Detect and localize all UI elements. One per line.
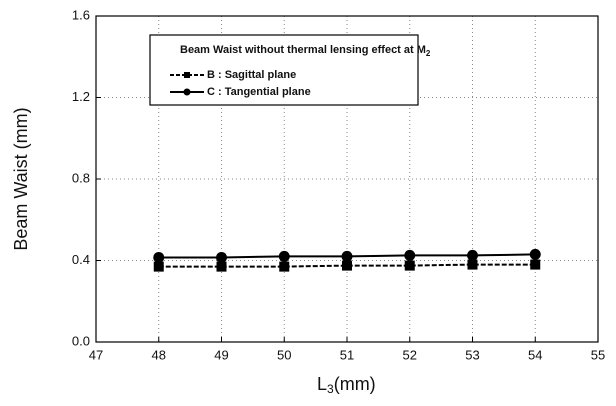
- legend-marker: [183, 88, 191, 96]
- marker: [529, 248, 541, 260]
- x-tick-label: 53: [465, 347, 479, 362]
- marker: [467, 249, 478, 261]
- y-tick-label: 0.0: [72, 333, 90, 348]
- x-tick-label: 55: [591, 347, 605, 362]
- x-axis-label-unit: (mm): [334, 374, 376, 394]
- legend-box: [149, 34, 419, 106]
- marker: [467, 259, 478, 270]
- x-tick-label: 54: [528, 347, 542, 362]
- marker: [404, 249, 416, 261]
- legend-label: B : Sagittal plane: [207, 69, 296, 81]
- marker: [216, 261, 227, 272]
- marker: [279, 261, 290, 272]
- x-tick-label: 51: [340, 347, 354, 362]
- x-tick-label: 49: [214, 347, 228, 362]
- y-tick-label: 0.8: [72, 170, 90, 185]
- y-axis-label: Beam Waist (mm): [11, 107, 31, 250]
- y-tick-label: 0.4: [72, 252, 90, 267]
- x-axis-label-sub: 3: [327, 382, 334, 396]
- legend-label: C : Tangential plane: [207, 86, 311, 98]
- legend-title-main: Beam Waist without thermal lensing effec…: [180, 44, 426, 56]
- marker: [404, 260, 415, 271]
- x-tick-label: 48: [152, 347, 166, 362]
- x-axis-label: L3(mm): [317, 374, 376, 396]
- y-tick-label: 1.6: [72, 7, 90, 22]
- x-tick-label: 52: [403, 347, 417, 362]
- x-tick-label: 47: [89, 347, 103, 362]
- legend-marker: [184, 72, 190, 78]
- marker: [153, 251, 165, 263]
- marker: [530, 259, 541, 270]
- plot-frame: [95, 15, 599, 343]
- marker: [278, 250, 290, 262]
- marker: [341, 250, 353, 262]
- x-tick-label: 50: [277, 347, 291, 362]
- legend-title: Beam Waist without thermal lensing effec…: [180, 44, 431, 58]
- y-tick-label: 1.2: [72, 89, 90, 104]
- legend-title-sub: 2: [426, 49, 431, 58]
- x-axis-label-main: L: [317, 374, 327, 394]
- marker: [216, 251, 227, 263]
- marker: [153, 261, 164, 272]
- marker: [342, 260, 352, 271]
